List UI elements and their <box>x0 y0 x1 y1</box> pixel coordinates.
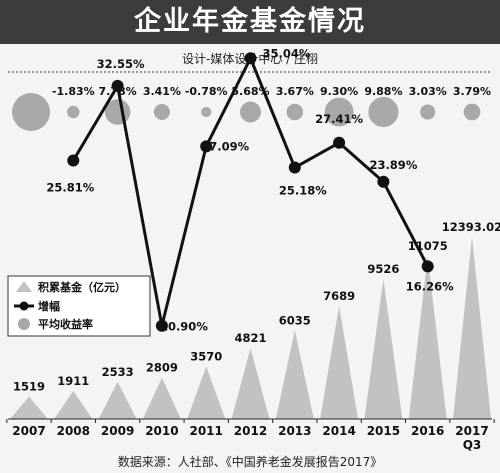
x-label-2014: 2014 <box>322 424 355 438</box>
x-label-2008: 2008 <box>57 424 90 438</box>
growth-label-2010: 10.90% <box>160 320 208 334</box>
return-label-2013: 3.67% <box>276 85 314 98</box>
growth-point-2015 <box>377 175 390 188</box>
fund-triangle-2007 <box>10 396 48 419</box>
fund-label-2007: 1519 <box>13 380 45 394</box>
legend: 积累基金（亿元） 增幅 平均收益率 <box>7 275 151 337</box>
return-label-2010: 3.41% <box>143 85 181 98</box>
growth-point-2013 <box>288 161 301 174</box>
growth-label-2012: 35.04% <box>263 46 311 60</box>
fund-triangle-2012 <box>231 348 270 419</box>
return-bubble-2008 <box>67 105 80 119</box>
fund-triangle-2013 <box>275 330 314 419</box>
x-axis-labels: 2007 2008 2009 2010 2011 2012 2013 2014 2015 2016… <box>12 424 488 452</box>
growth-labels: 25.81% 32.55% 10.90% 27.09% 35.04% 25.18% 27.4… <box>46 46 454 333</box>
title-bar: 企业年金基金情况 <box>0 0 500 44</box>
return-bubble-2012 <box>240 101 261 123</box>
growth-label-2009: 32.55% <box>97 57 145 71</box>
legend-circle-icon <box>18 318 30 330</box>
x-label-2017: 2017 <box>455 424 488 438</box>
growth-point-2008 <box>67 154 80 167</box>
x-label-2010: 2010 <box>145 424 178 438</box>
growth-point-2016 <box>421 260 434 273</box>
x-axis-ticks <box>6 419 495 423</box>
return-label-2016: 3.03% <box>409 85 447 98</box>
return-label-2017: 3.79% <box>453 85 491 98</box>
fund-label-2008: 1911 <box>57 374 89 388</box>
growth-line <box>67 52 434 332</box>
fund-label-2015: 9526 <box>367 262 399 276</box>
page-title: 企业年金基金情况 <box>134 6 366 37</box>
fund-triangle-2010 <box>142 377 181 419</box>
fund-label-2013: 6035 <box>279 313 311 327</box>
fund-label-2010: 2809 <box>146 361 178 375</box>
growth-point-2009 <box>111 79 124 92</box>
legend-dot-icon <box>19 301 29 311</box>
x-label-2009: 2009 <box>101 424 134 438</box>
return-bubble-2013 <box>286 103 304 121</box>
x-label-2007: 2007 <box>12 424 45 438</box>
return-bubble-2015 <box>368 96 399 128</box>
x-label-2016: 2016 <box>411 424 444 438</box>
x-label-2013: 2013 <box>278 424 311 438</box>
x-label-2012: 2012 <box>234 424 267 438</box>
growth-point-2011 <box>200 140 213 153</box>
legend-triangle-icon <box>16 281 32 292</box>
return-bubble-2007 <box>12 93 50 131</box>
fund-triangles <box>10 236 491 419</box>
x-sublabel-2017: Q3 <box>463 438 482 452</box>
return-bubble-2017 <box>463 103 481 121</box>
x-label-2011: 2011 <box>189 424 222 438</box>
fund-triangle-2011 <box>187 366 226 419</box>
growth-point-2012 <box>244 52 257 65</box>
x-label-2015: 2015 <box>367 424 400 438</box>
growth-point-2010 <box>155 319 168 332</box>
growth-label-2015: 23.89% <box>369 158 417 172</box>
legend-label-growth: 增幅 <box>38 299 60 313</box>
return-label-2012: 5.68% <box>231 85 269 98</box>
fund-label-2012: 4821 <box>234 331 266 345</box>
data-source: 数据来源：人社部、《中国养老金发展报告2017》 <box>117 455 383 469</box>
return-bubble-2016 <box>420 104 436 120</box>
growth-point-2014 <box>333 136 346 149</box>
return-bubble-2010 <box>153 104 170 120</box>
fund-triangle-2008 <box>54 390 93 419</box>
return-label-2008: -1.83% <box>52 85 95 98</box>
return-label-2011: -0.78% <box>185 85 228 98</box>
fund-label-2011: 3570 <box>190 350 222 364</box>
fund-triangle-2009 <box>98 381 137 419</box>
fund-label-2017: 12393.02 <box>442 220 500 234</box>
growth-label-2016: 16.26% <box>406 279 454 293</box>
growth-label-2013: 25.18% <box>279 184 327 198</box>
fund-label-2014: 7689 <box>323 289 355 303</box>
growth-label-2008: 25.81% <box>46 181 94 195</box>
growth-label-2014: 27.41% <box>315 112 363 126</box>
return-rate-labels: 41%-1.83%7.78%3.41%-0.78%5.68%3.67%9.30%… <box>13 85 491 121</box>
fund-triangle-2015 <box>364 278 403 419</box>
return-bubble-2014 <box>324 97 354 127</box>
return-label-2015: 9.88% <box>364 85 402 98</box>
legend-label-fund: 积累基金（亿元） <box>38 280 126 294</box>
return-rate-bubbles <box>12 93 481 131</box>
legend-label-return: 平均收益率 <box>38 317 93 331</box>
fund-triangle-2014 <box>320 305 359 419</box>
fund-triangle-2017 <box>453 236 491 419</box>
return-bubble-2011 <box>201 106 212 118</box>
fund-triangle-2016 <box>408 256 447 419</box>
fund-label-2009: 2533 <box>102 365 134 379</box>
growth-label-2011: 27.09% <box>201 139 249 153</box>
return-label-2014: 9.30% <box>320 85 358 98</box>
